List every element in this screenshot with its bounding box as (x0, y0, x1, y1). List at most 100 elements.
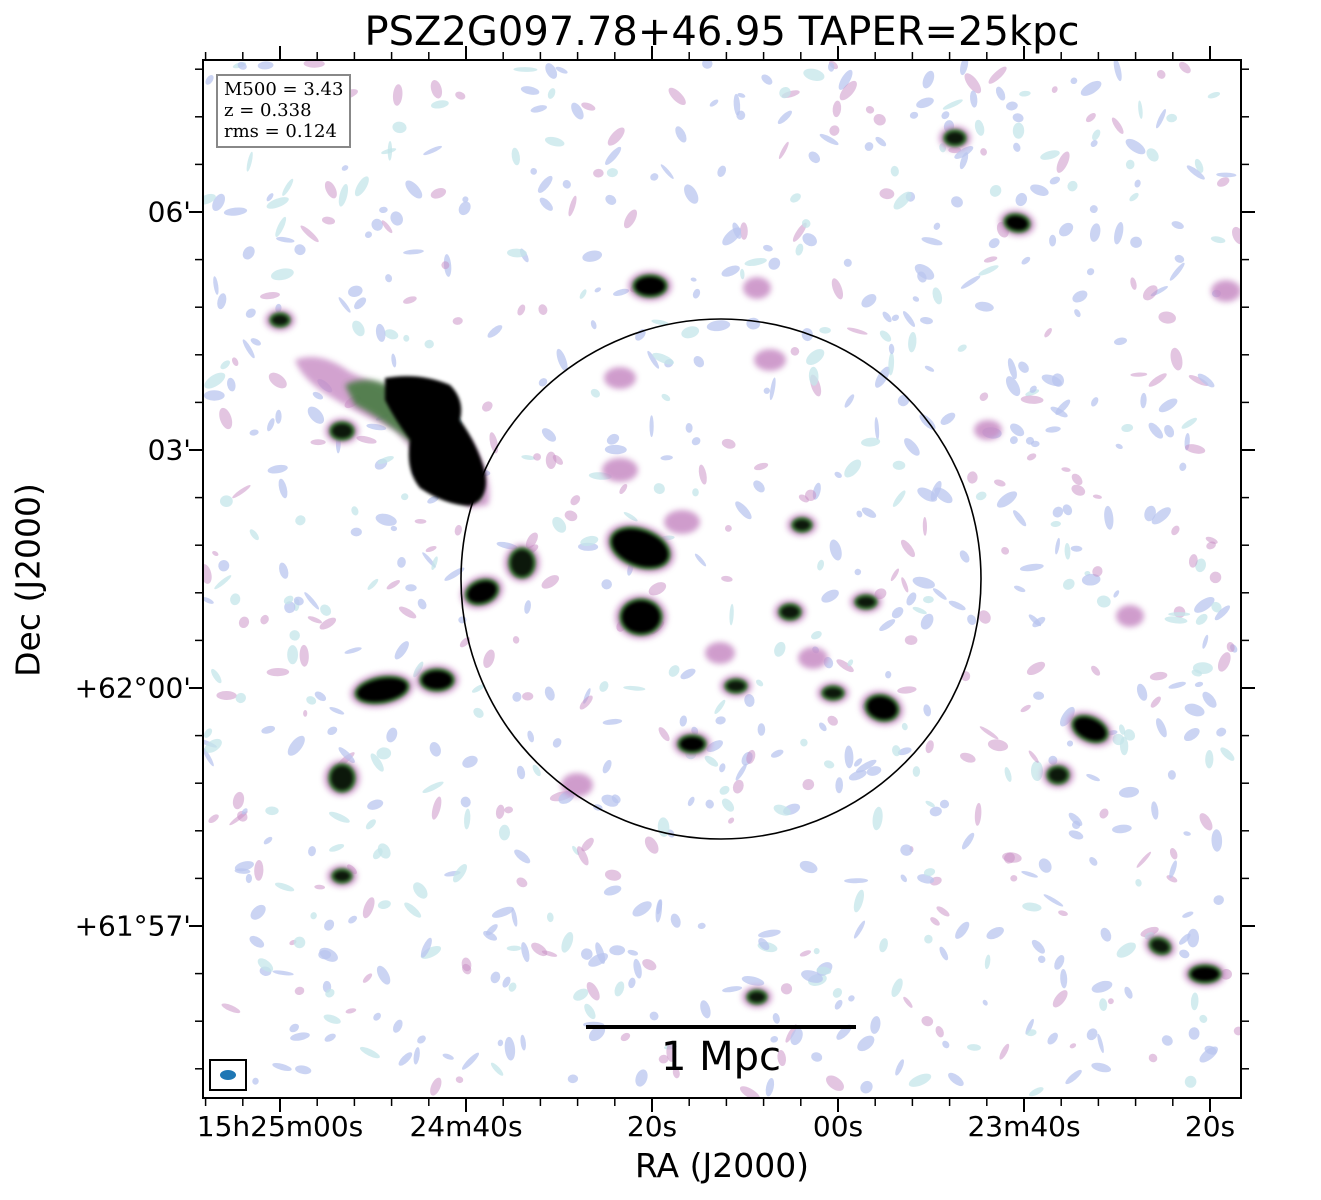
noise-speckle (978, 610, 991, 624)
noise-speckle (872, 806, 883, 831)
noise-speckle (504, 806, 513, 814)
radio-source (1067, 711, 1113, 747)
noise-speckle (1134, 179, 1141, 188)
noise-speckle (1179, 61, 1191, 74)
noise-speckle (933, 222, 941, 230)
noise-speckle (530, 105, 547, 113)
noise-speckle (1050, 520, 1061, 528)
noise-speckle (1135, 878, 1142, 887)
noise-speckle (1187, 928, 1200, 948)
noise-speckle (324, 919, 335, 931)
noise-speckle (241, 808, 248, 815)
noise-speckle (348, 915, 358, 924)
noise-speckle (800, 738, 808, 747)
noise-speckle (1130, 236, 1142, 248)
noise-speckle (1064, 543, 1071, 560)
noise-speckle (232, 484, 251, 499)
noise-speckle (1080, 80, 1102, 96)
noise-speckle (827, 715, 838, 726)
noise-speckle (204, 738, 222, 753)
noise-speckle (1161, 1035, 1173, 1046)
radio-source (350, 672, 414, 708)
noise-speckle (1062, 578, 1075, 590)
noise-speckle (1009, 436, 1018, 445)
noise-speckle (299, 644, 309, 667)
noise-speckle (974, 301, 994, 312)
noise-speckle (1089, 223, 1101, 242)
noise-speckle (1067, 180, 1078, 192)
noise-speckle (1045, 426, 1061, 433)
noise-speckle (367, 799, 384, 810)
noise-speckle (1021, 870, 1038, 878)
noise-speckle (890, 165, 899, 177)
noise-speckle (590, 388, 600, 398)
noise-speckle (257, 958, 274, 972)
noise-speckle (573, 988, 589, 1001)
noise-speckle (1059, 706, 1075, 727)
noise-speckle (974, 119, 985, 136)
noise-speckle (844, 394, 855, 408)
noise-speckle (1216, 172, 1237, 178)
noise-speckle (1168, 681, 1186, 689)
noise-speckle (714, 699, 726, 715)
noise-speckle (700, 1000, 711, 1019)
noise-speckle (249, 429, 259, 436)
noise-speckle (1030, 184, 1049, 196)
noise-speckle (507, 248, 527, 258)
noise-speckle (922, 70, 935, 89)
noise-speckle (491, 906, 514, 918)
noise-speckle (430, 79, 443, 99)
noise-speckle (861, 294, 877, 308)
noise-speckle (861, 437, 881, 447)
noise-speckle (737, 93, 746, 98)
noise-speckle (930, 917, 940, 926)
noise-speckle (1199, 813, 1213, 831)
noise-speckle (848, 995, 855, 1002)
noise-speckle (455, 91, 466, 100)
noise-speckle (1125, 138, 1146, 155)
noise-speckle (936, 906, 950, 917)
noise-speckle (736, 110, 746, 120)
noise-speckle (502, 976, 511, 988)
radio-source (1042, 762, 1074, 788)
noise-speckle (808, 151, 821, 164)
noise-speckle (843, 258, 852, 267)
noise-speckle (648, 582, 667, 596)
noise-speckle (270, 268, 294, 281)
noise-speckle (914, 263, 935, 280)
noise-speckle (921, 1016, 934, 1027)
noise-speckle (900, 844, 913, 856)
noise-speckle (614, 981, 625, 997)
noise-speckle (234, 868, 251, 874)
noise-speckle (1060, 969, 1068, 989)
noise-speckle (1099, 998, 1108, 1011)
noise-speckle (351, 506, 359, 516)
noise-speckle (627, 949, 639, 956)
x-tick-label: 24m40s (409, 1110, 523, 1143)
noise-speckle (916, 97, 934, 109)
noise-speckle (853, 920, 866, 939)
noise-speckle (398, 606, 417, 619)
noise-speckle (721, 575, 733, 582)
noise-speckle (879, 330, 892, 342)
radio-source (817, 682, 849, 704)
noise-speckle (397, 557, 406, 568)
noise-speckle (1164, 424, 1175, 438)
noise-speckle (690, 277, 697, 282)
noise-speckle (1086, 268, 1095, 276)
noise-speckle (987, 739, 1009, 752)
noise-speckle (967, 1044, 981, 1051)
radio-source (504, 544, 540, 582)
noise-speckle (1226, 642, 1235, 653)
noise-speckle (235, 692, 247, 704)
noise-speckle (1195, 613, 1208, 625)
noise-speckle (765, 1077, 775, 1097)
noise-speckle (1170, 347, 1183, 371)
noise-speckle (1194, 681, 1204, 688)
noise-speckle (594, 287, 602, 293)
noise-speckle (1174, 254, 1185, 263)
x-tick-label: 23m40s (967, 1110, 1081, 1143)
noise-speckle (819, 133, 839, 146)
noise-speckle (802, 779, 815, 791)
radio-source (265, 309, 295, 331)
